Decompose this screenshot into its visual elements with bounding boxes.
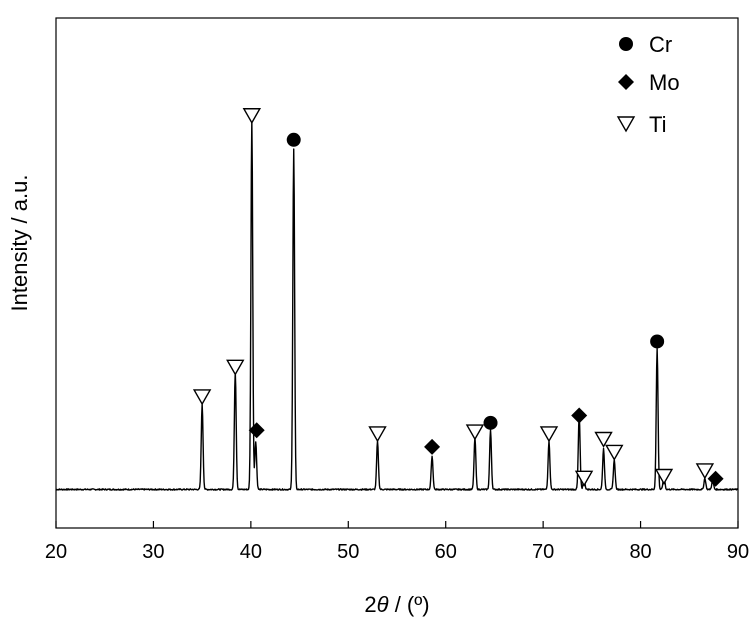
legend-mo-label: Mo bbox=[649, 70, 680, 95]
x-tick-label: 50 bbox=[337, 541, 359, 563]
x-axis-tick-labels: 20 30 40 50 60 70 80 90 bbox=[45, 541, 749, 563]
ti-peak-marker bbox=[695, 463, 715, 480]
ti-peak-marker bbox=[605, 444, 624, 461]
x-axis-ticks bbox=[55, 521, 739, 528]
ti-peak-marker bbox=[242, 108, 262, 125]
ti-peak-marker bbox=[226, 359, 245, 376]
mo-peak-marker bbox=[424, 438, 441, 455]
ti-peak-marker bbox=[574, 470, 594, 487]
ti-peak-marker bbox=[539, 426, 559, 443]
ti-peak-marker bbox=[654, 468, 674, 485]
ti-peak-marker bbox=[465, 424, 485, 441]
legend-cr-label: Cr bbox=[649, 32, 672, 57]
cr-peak-marker bbox=[483, 415, 498, 430]
ti-peak-marker bbox=[368, 426, 387, 443]
x-tick-label: 30 bbox=[142, 541, 164, 563]
x-tick-label: 40 bbox=[240, 541, 262, 563]
x-tick-label: 90 bbox=[727, 541, 749, 563]
y-axis-title: Intensity / a.u. bbox=[7, 175, 32, 312]
x-tick-label: 60 bbox=[435, 541, 457, 563]
legend-cr-marker bbox=[619, 37, 633, 51]
plot-area-frame bbox=[55, 17, 739, 529]
cr-peak-marker bbox=[650, 334, 665, 349]
legend-ti-marker bbox=[616, 116, 636, 133]
legend: Cr Mo Ti bbox=[616, 32, 680, 137]
x-tick-label: 20 bbox=[45, 541, 67, 563]
legend-ti-label: Ti bbox=[649, 112, 667, 137]
legend-mo-marker bbox=[618, 74, 634, 90]
cr-peak-marker bbox=[286, 132, 301, 147]
x-tick-label: 80 bbox=[629, 541, 651, 563]
x-axis-title: 2θ / (º) bbox=[364, 592, 429, 617]
ti-peak-marker bbox=[594, 431, 613, 448]
mo-peak-marker bbox=[707, 470, 724, 487]
diffraction-pattern-line bbox=[55, 118, 739, 491]
ti-peak-marker bbox=[192, 389, 212, 406]
x-tick-label: 70 bbox=[532, 541, 554, 563]
mo-peak-marker bbox=[248, 422, 265, 439]
mo-peak-marker bbox=[571, 407, 588, 424]
phase-markers bbox=[192, 108, 724, 487]
